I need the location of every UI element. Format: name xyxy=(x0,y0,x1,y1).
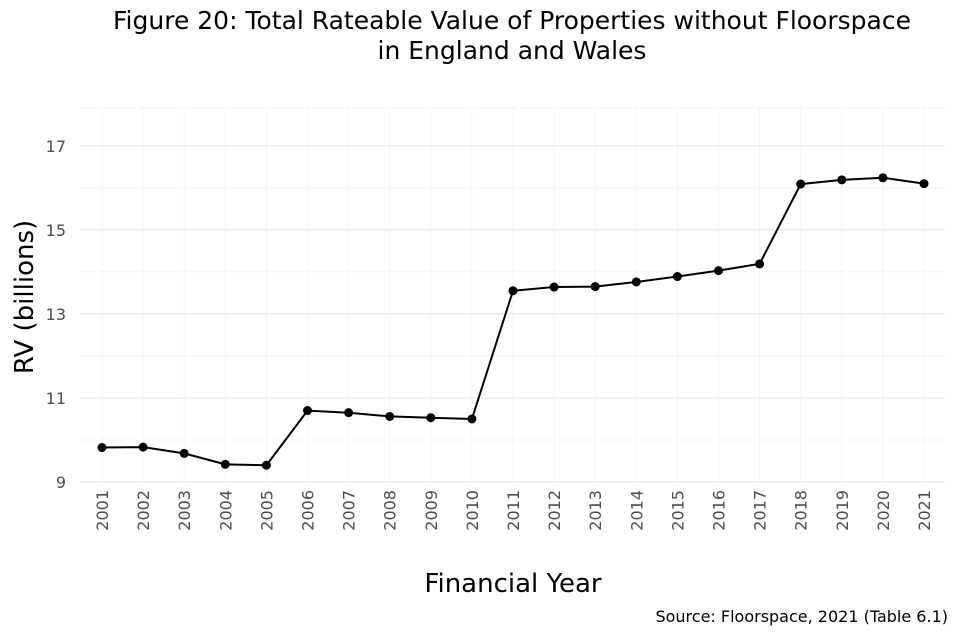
x-tick-label: 2020 xyxy=(874,490,893,531)
data-point xyxy=(426,413,436,423)
x-tick-label: 2005 xyxy=(257,490,276,531)
data-point xyxy=(508,286,518,296)
data-point xyxy=(97,443,107,453)
x-tick-label: 2019 xyxy=(833,490,852,531)
data-point xyxy=(672,272,682,282)
x-tick-label: 2013 xyxy=(586,490,605,531)
data-point xyxy=(303,406,312,416)
chart-title-line-1: Figure 20: Total Rateable Value of Prope… xyxy=(113,6,911,35)
y-axis-ticks: 9 11 13 15 17 xyxy=(46,137,66,492)
y-tick-label: 15 xyxy=(46,221,66,240)
data-point xyxy=(344,408,354,418)
y-tick-label: 17 xyxy=(46,137,66,156)
x-tick-label: 2016 xyxy=(710,490,729,531)
y-tick-label: 11 xyxy=(46,389,66,408)
data-point xyxy=(714,266,723,276)
x-tick-label: 2006 xyxy=(299,490,318,531)
x-tick-label: 2001 xyxy=(93,490,112,531)
data-point xyxy=(878,173,888,183)
x-tick-label: 2003 xyxy=(175,490,194,531)
x-tick-label: 2002 xyxy=(134,490,153,531)
data-point xyxy=(796,179,806,189)
y-tick-label: 9 xyxy=(56,473,66,492)
x-tick-label: 2021 xyxy=(915,490,934,531)
x-tick-label: 2012 xyxy=(545,490,564,531)
data-point xyxy=(385,411,395,421)
x-axis-label: Financial Year xyxy=(424,569,601,599)
x-tick-label: 2014 xyxy=(627,490,646,531)
x-tick-label: 2009 xyxy=(422,490,441,531)
data-point xyxy=(590,282,600,292)
data-point xyxy=(467,414,477,424)
x-tick-label: 2011 xyxy=(504,490,523,531)
chart-title-line-2: in England and Wales xyxy=(377,36,647,65)
y-axis-label: RV (billions) xyxy=(10,220,40,374)
data-point xyxy=(220,459,230,469)
x-tick-label: 2010 xyxy=(463,490,482,531)
data-point xyxy=(631,277,641,287)
data-point xyxy=(919,179,929,189)
data-point xyxy=(179,448,189,458)
data-point xyxy=(755,259,765,269)
data-point xyxy=(138,442,148,452)
chart-title: Figure 20: Total Rateable Value of Prope… xyxy=(40,6,960,66)
data-points xyxy=(97,173,929,470)
x-tick-label: 2018 xyxy=(792,490,811,531)
y-tick-label: 13 xyxy=(46,305,66,324)
data-point xyxy=(261,460,271,470)
source-caption: Source: Floorspace, 2021 (Table 6.1) xyxy=(655,607,948,626)
data-point xyxy=(837,175,847,185)
x-tick-label: 2008 xyxy=(381,490,400,531)
x-tick-label: 2015 xyxy=(668,490,687,531)
x-tick-label: 2004 xyxy=(216,490,235,531)
x-axis-ticks: 2001 2002 2003 2004 2005 2006 2007 2008 2009 2010… xyxy=(93,490,934,531)
data-point xyxy=(549,282,559,292)
x-tick-label: 2007 xyxy=(340,490,359,531)
x-tick-label: 2017 xyxy=(751,490,770,531)
